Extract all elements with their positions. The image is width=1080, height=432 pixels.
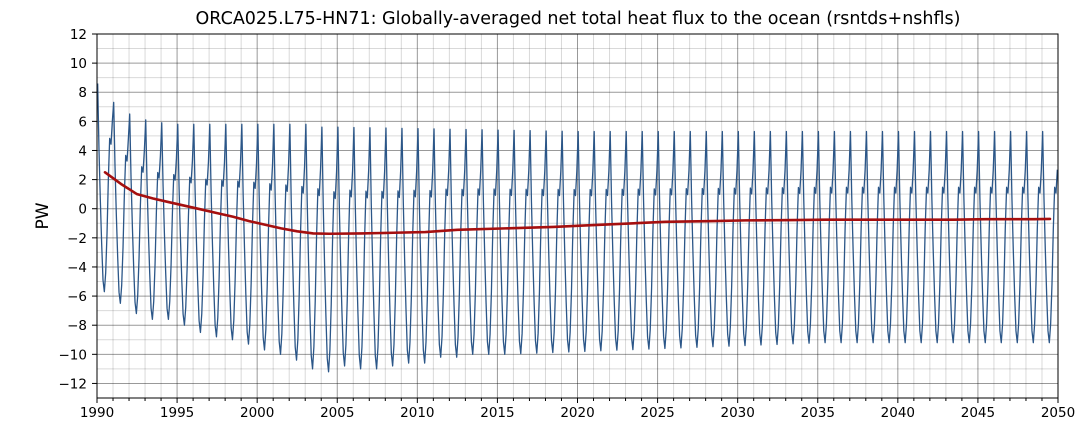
y-tick-label: −4: [67, 260, 87, 276]
monthly-series-line: [97, 83, 1058, 373]
y-tick-label: 4: [78, 143, 87, 159]
x-tick-label: 2020: [560, 405, 594, 421]
chart-title: ORCA025.L75-HN71: Globally-averaged net …: [196, 9, 961, 29]
y-tick-label: −12: [59, 376, 88, 392]
x-tick-label: 2030: [720, 405, 754, 421]
y-tick-label: 8: [78, 85, 87, 101]
x-tick-label: 1990: [80, 405, 114, 421]
y-tick-label: 6: [78, 114, 87, 130]
x-tick-label: 2045: [961, 405, 995, 421]
x-tick-label: 1995: [160, 405, 194, 421]
y-tick-label: 0: [78, 202, 87, 218]
y-tick-label: −6: [67, 289, 87, 305]
x-tick-label: 2000: [240, 405, 274, 421]
x-tick-labels: 1990 1995 2000 2005 2010 2015 2020 2025 2030 2035…: [80, 405, 1075, 421]
annual-mean-line: [103, 171, 1052, 236]
x-tick-label: 2025: [640, 405, 674, 421]
minor-grid: [97, 34, 1058, 399]
x-tick-label: 2040: [881, 405, 915, 421]
x-tick-label: 2005: [320, 405, 354, 421]
x-tick-label: 2050: [1041, 405, 1075, 421]
y-tick-label: −10: [59, 347, 88, 363]
y-tick-label: −2: [67, 231, 87, 247]
x-tick-label: 2010: [400, 405, 434, 421]
x-tick-label: 2015: [480, 405, 514, 421]
plot-lines: [97, 83, 1058, 373]
x-tick-label: 2035: [801, 405, 835, 421]
y-axis-label: PW: [33, 202, 53, 229]
y-tick-label: −8: [67, 318, 87, 334]
y-tick-label: 2: [78, 173, 87, 189]
y-tick-labels: −12 −10 −8 −6 −4 −2 0 2 4 6 8 10 12: [59, 27, 88, 392]
y-tick-label: 10: [70, 56, 87, 72]
major-grid: [97, 34, 1058, 398]
y-tick-label: 12: [70, 27, 87, 43]
axis-ticks: [92, 33, 1059, 403]
